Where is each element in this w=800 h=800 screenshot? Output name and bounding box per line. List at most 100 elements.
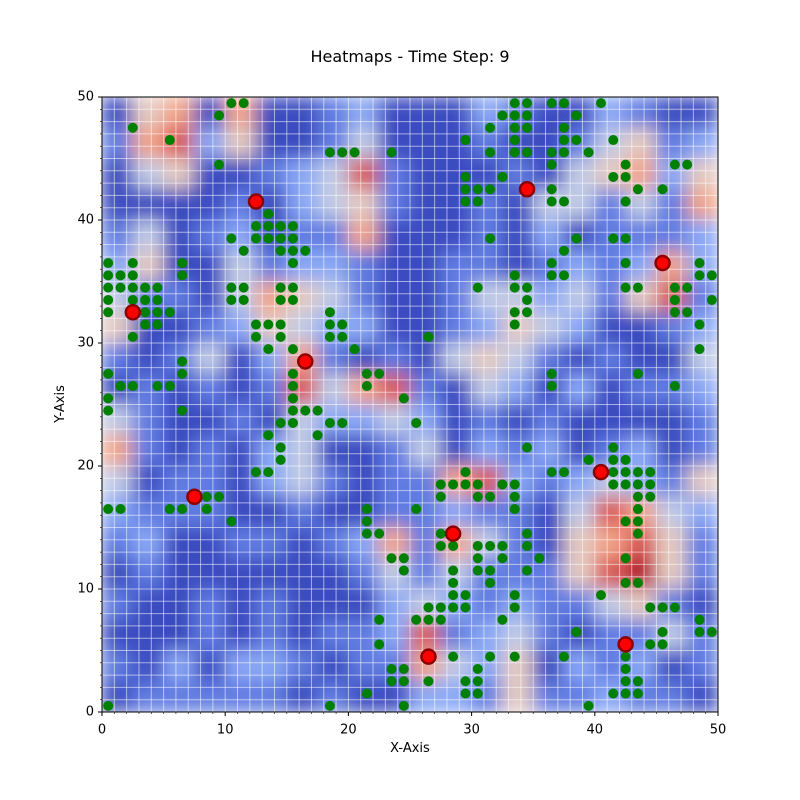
heatmap-cell xyxy=(655,97,688,129)
point xyxy=(669,307,680,318)
point xyxy=(263,467,274,478)
y-tick-label: 50 xyxy=(77,90,94,105)
point xyxy=(312,430,323,441)
point xyxy=(435,528,446,539)
point xyxy=(694,614,705,625)
heatmap-cell xyxy=(501,373,534,405)
point xyxy=(509,307,520,318)
heatmap-cell xyxy=(317,434,349,467)
point xyxy=(374,639,385,650)
heatmap-cell xyxy=(163,219,195,252)
point xyxy=(509,651,520,662)
point xyxy=(682,307,693,318)
point xyxy=(559,270,569,281)
point xyxy=(287,258,298,269)
highlight-point xyxy=(518,181,536,198)
heatmap-cell xyxy=(224,527,257,559)
heatmap-cell xyxy=(409,158,442,190)
point xyxy=(632,184,643,195)
point xyxy=(509,590,520,601)
heatmap-cell xyxy=(255,373,288,405)
point xyxy=(460,196,471,207)
point xyxy=(103,282,114,293)
point xyxy=(608,442,619,453)
point xyxy=(324,700,335,711)
heatmap-cell xyxy=(317,588,349,621)
x-tick-label: 40 xyxy=(587,723,604,738)
heatmap-cell xyxy=(686,404,718,436)
point xyxy=(460,479,471,490)
heatmap-cell xyxy=(378,219,411,252)
heatmap-cell xyxy=(163,158,195,190)
heatmap-cell xyxy=(347,188,380,221)
highlight-point xyxy=(247,193,265,210)
heatmap-cell xyxy=(255,127,288,159)
heatmap-cell xyxy=(625,404,657,436)
point xyxy=(164,307,175,318)
x-tick-label: 10 xyxy=(217,723,234,738)
heatmap-cell xyxy=(347,588,380,621)
heatmap-cell xyxy=(102,465,134,498)
heatmap-cell xyxy=(532,434,565,467)
heatmap-cell xyxy=(686,650,718,682)
point xyxy=(103,393,114,404)
point xyxy=(669,602,680,613)
point xyxy=(485,122,496,133)
heatmap-cell xyxy=(655,342,688,375)
point xyxy=(620,479,631,490)
point xyxy=(509,98,520,109)
point xyxy=(485,651,496,662)
point xyxy=(324,319,335,330)
heatmap-cell xyxy=(224,680,257,712)
point xyxy=(571,110,582,121)
heatmap-cell xyxy=(471,434,503,467)
point xyxy=(694,270,705,281)
point xyxy=(251,331,261,342)
heatmap-cell xyxy=(163,680,195,712)
heatmap-cell xyxy=(317,557,349,590)
heatmap-cell xyxy=(378,588,411,621)
heatmap-cell xyxy=(471,373,503,405)
point xyxy=(522,110,533,121)
heatmap-cell xyxy=(132,97,165,129)
heatmap-cell xyxy=(563,588,596,621)
point xyxy=(620,196,631,207)
point xyxy=(620,258,631,269)
heatmap-cell xyxy=(440,373,473,405)
heatmap-cell xyxy=(193,404,226,436)
point xyxy=(103,368,114,379)
point xyxy=(632,516,643,527)
point xyxy=(374,528,385,539)
heatmap-cell xyxy=(132,404,165,436)
point xyxy=(177,356,188,367)
point xyxy=(226,98,237,109)
heatmap-cell xyxy=(224,619,257,651)
point xyxy=(522,565,533,576)
point xyxy=(300,405,311,416)
heatmap-cell xyxy=(286,619,319,651)
point xyxy=(509,504,520,515)
heatmap-cell xyxy=(347,219,380,252)
point xyxy=(497,479,508,490)
heatmap-cell xyxy=(286,465,319,498)
point xyxy=(460,688,471,699)
point xyxy=(275,331,286,342)
point xyxy=(632,676,643,687)
point xyxy=(559,98,569,109)
point xyxy=(300,245,311,256)
heatmap-cell xyxy=(255,680,288,712)
point xyxy=(448,565,459,576)
heatmap-cell xyxy=(655,404,688,436)
heatmap-cell xyxy=(563,557,596,590)
heatmap-cell xyxy=(102,434,134,467)
point xyxy=(694,258,705,269)
highlight-point xyxy=(617,636,634,653)
point xyxy=(238,245,249,256)
heatmap-cell xyxy=(255,588,288,621)
point xyxy=(485,233,496,244)
point xyxy=(251,467,261,478)
point xyxy=(324,147,335,158)
point xyxy=(559,245,569,256)
point xyxy=(103,258,114,269)
heatmap-cell xyxy=(286,650,319,682)
